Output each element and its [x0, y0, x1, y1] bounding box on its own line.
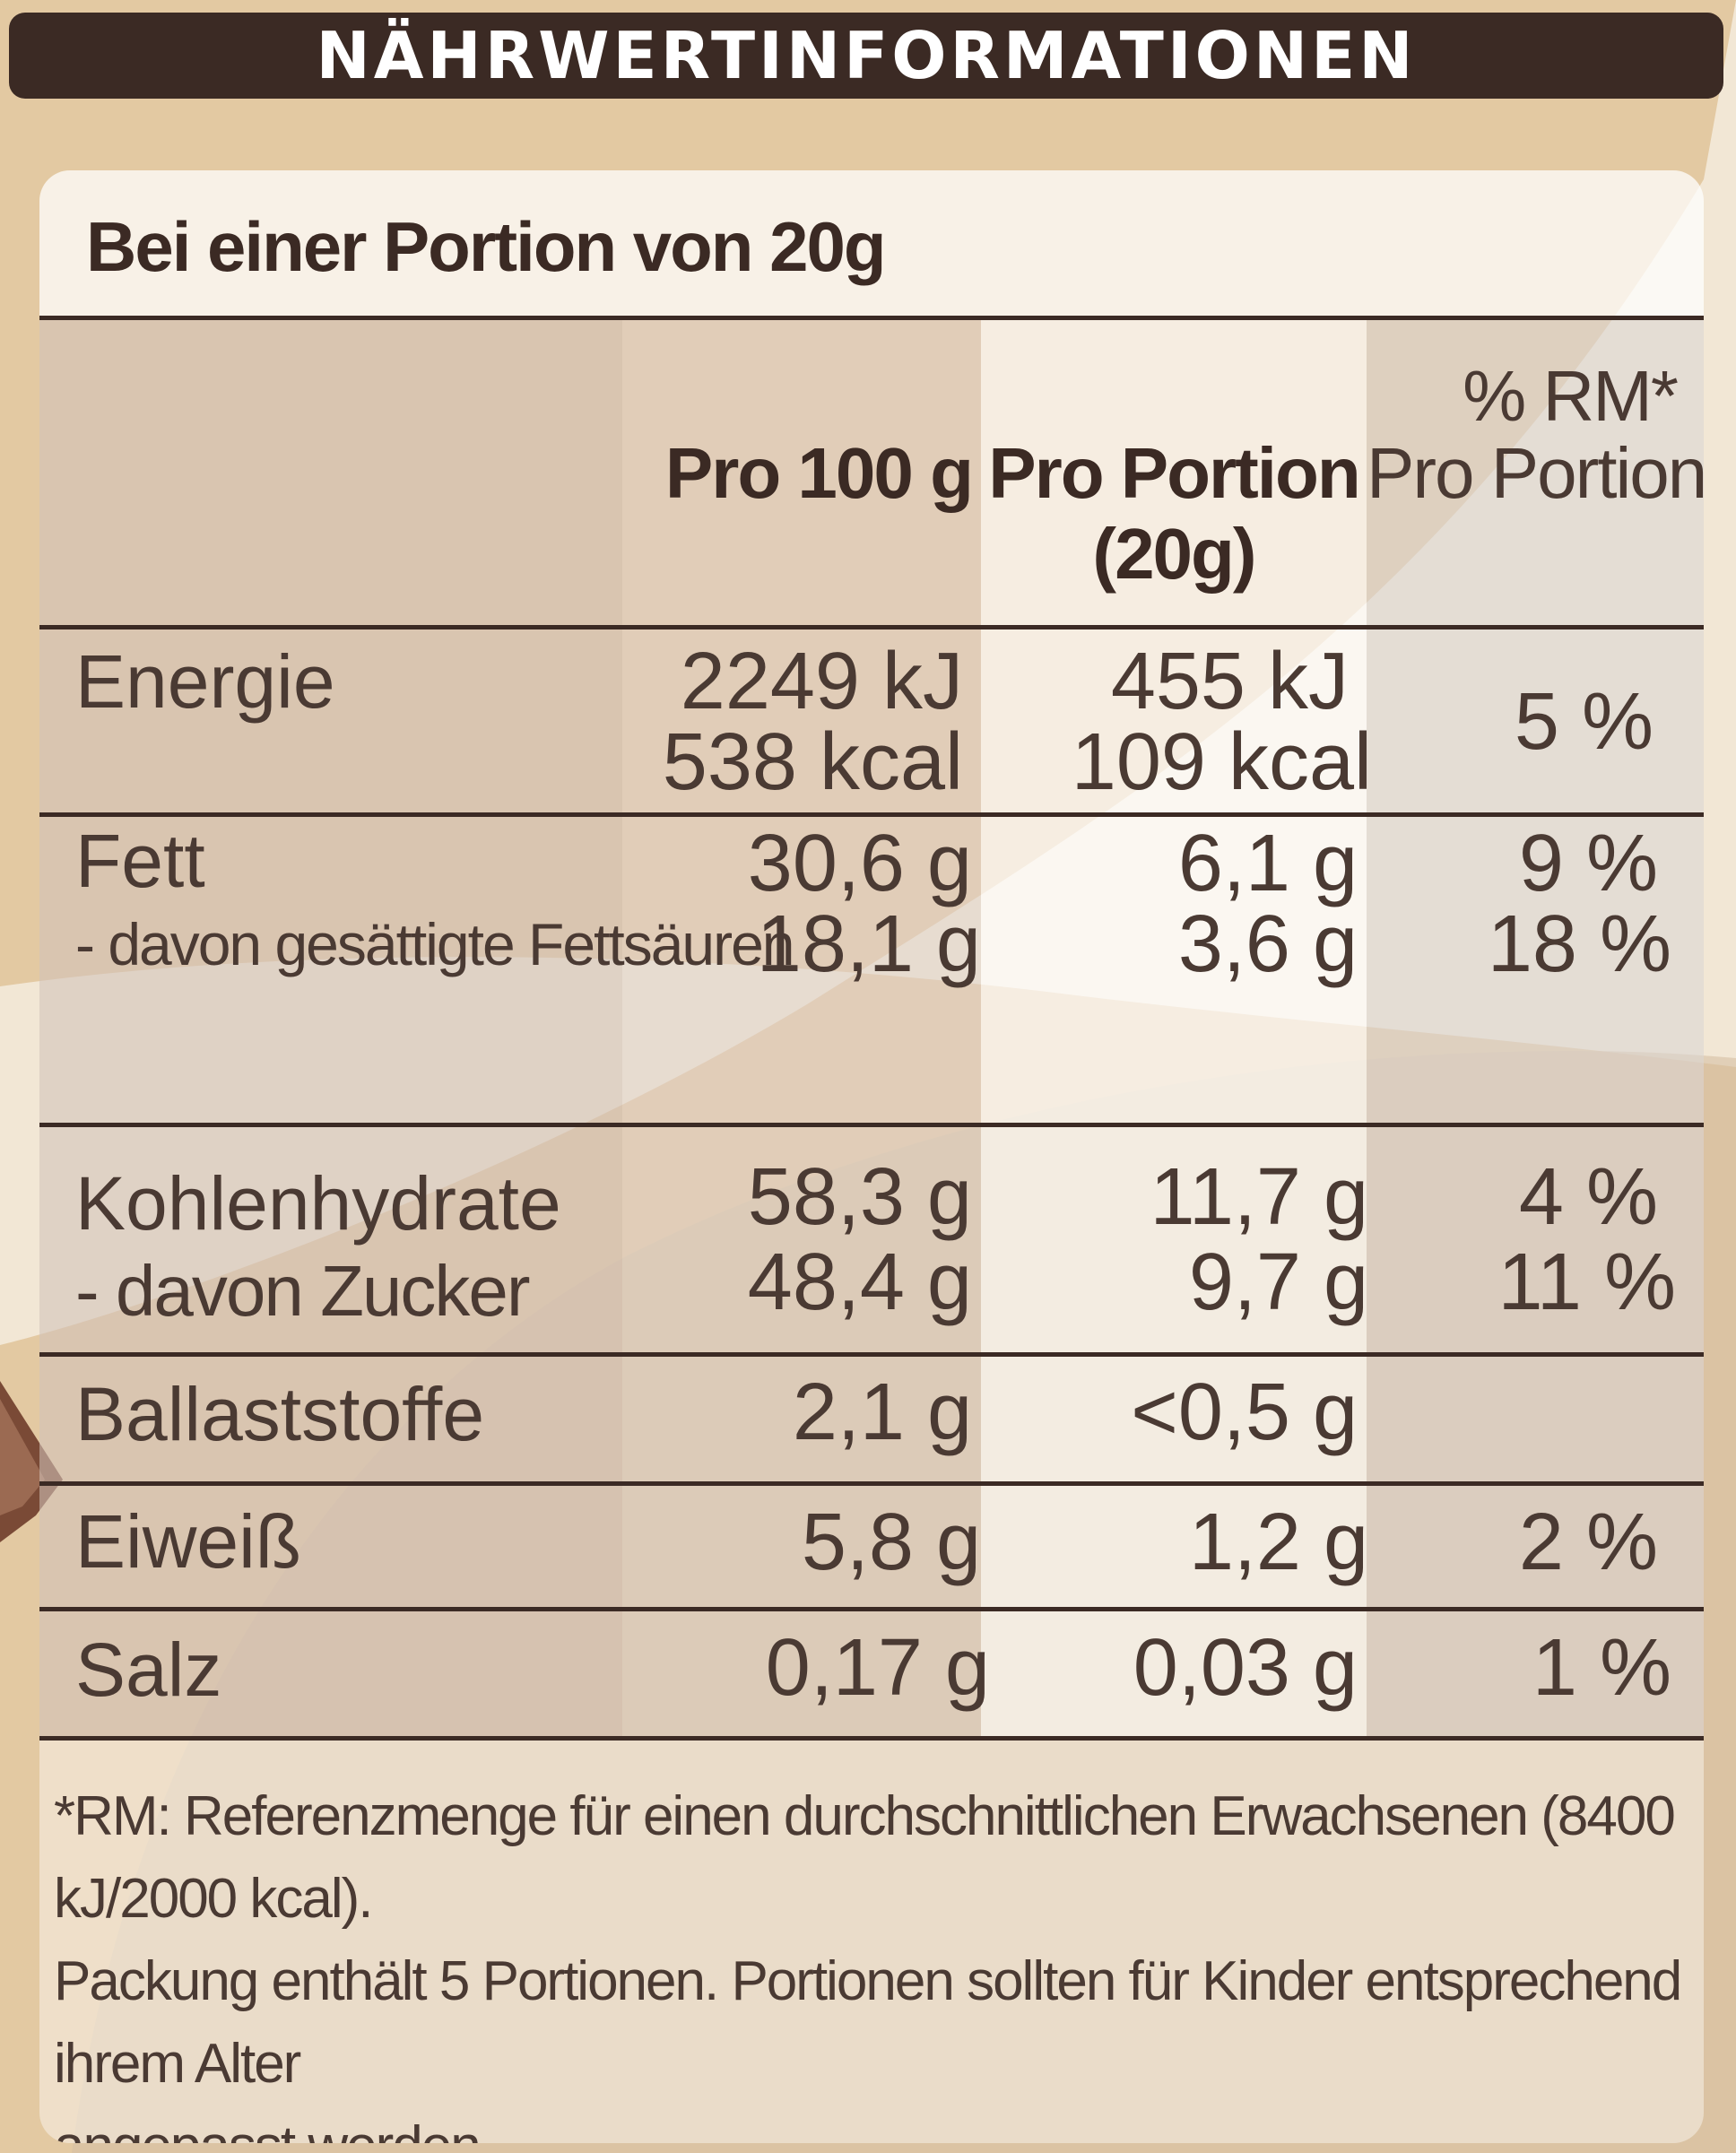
row-salz-rm: 1 %: [1532, 1623, 1671, 1713]
rule-header-bottom: [39, 625, 1704, 629]
rule-kohlenhydrate-bottom: [39, 1352, 1704, 1357]
row-fett-per100: 30,6 g: [747, 819, 972, 908]
row-zucker-per100: 48,4 g: [747, 1237, 972, 1327]
serving-banner: [39, 170, 1704, 317]
row-eiweiss-per100: 5,8 g: [801, 1498, 981, 1587]
col-header-rm-line1: % RM*: [1463, 356, 1679, 436]
per100-column-bg: [622, 317, 981, 1739]
chocolate-piece-decoration: [0, 1381, 63, 1542]
rule-fett-bottom: [39, 1123, 1704, 1127]
row-energie-per100-kcal: 538 kcal: [662, 717, 963, 807]
row-gesaettigte-rm: 18 %: [1487, 899, 1671, 989]
row-eiweiss-portion: 1,2 g: [1188, 1498, 1368, 1587]
row-ballaststoffe-per100: 2,1 g: [792, 1367, 972, 1457]
rule-salz-bottom: [39, 1736, 1704, 1741]
row-ballaststoffe-portion: <0,5 g: [1131, 1367, 1358, 1457]
label-column-bg: [39, 317, 622, 1739]
row-fett-label: Fett: [75, 819, 205, 903]
row-energie-portion-kcal: 109 kcal: [1071, 717, 1372, 807]
row-energie-label: Energie: [75, 639, 335, 724]
row-kohlenhydrate-portion: 11,7 g: [1150, 1152, 1368, 1242]
header-bar: NÄHRWERTINFORMATIONEN: [9, 13, 1723, 99]
rule-ballaststoffe-bottom: [39, 1481, 1704, 1486]
rule-energie-bottom: [39, 812, 1704, 817]
row-gesaettigte-per100: 18,1 g: [756, 899, 981, 989]
rule-eiweiss-bottom: [39, 1607, 1704, 1611]
serving-title: Bei einer Portion von 20g: [86, 207, 887, 286]
row-kohlenhydrate-rm: 4 %: [1518, 1152, 1658, 1242]
footnote: *RM: Referenzmenge für einen durchschnit…: [54, 1775, 1695, 2143]
row-eiweiss-rm: 2 %: [1518, 1498, 1658, 1587]
row-zucker-rm: 11 %: [1497, 1237, 1676, 1327]
nutrition-panel: Bei einer Portion von 20g Pro 100 g Pro …: [39, 170, 1704, 2143]
footnote-line-3: angepasst werden.: [54, 2105, 1695, 2143]
row-fett-rm: 9 %: [1518, 819, 1658, 908]
footnote-line-1: *RM: Referenzmenge für einen durchschnit…: [54, 1785, 1676, 1930]
col-header-portion-line2: (20g): [1092, 514, 1256, 594]
portion-column-bg: [981, 317, 1367, 1739]
row-zucker-portion: 9,7 g: [1188, 1237, 1368, 1327]
rule-top: [39, 316, 1704, 320]
row-gesaettigte-portion: 3,6 g: [1177, 899, 1358, 989]
row-energie-rm: 5 %: [1514, 677, 1654, 767]
row-salz-per100: 0,17 g: [765, 1623, 990, 1713]
row-salz-label: Salz: [75, 1628, 222, 1712]
row-kohlenhydrate-per100: 58,3 g: [747, 1152, 972, 1242]
col-header-per100: Pro 100 g: [664, 433, 974, 513]
col-header-portion-line1: Pro Portion: [988, 433, 1361, 513]
rm-column-bg: [1367, 317, 1704, 1739]
row-kohlenhydrate-label: Kohlenhydrate: [75, 1161, 561, 1246]
header-title: NÄHRWERTINFORMATIONEN: [316, 18, 1417, 93]
row-fett-portion: 6,1 g: [1177, 819, 1358, 908]
col-header-rm-line2: Pro Portion: [1367, 433, 1704, 513]
row-energie-portion-kj: 455 kJ: [1110, 637, 1349, 726]
row-zucker-label: - davon Zucker: [75, 1251, 531, 1331]
row-energie-per100-kj: 2249 kJ: [680, 637, 963, 726]
row-ballaststoffe-label: Ballaststoffe: [75, 1372, 485, 1456]
footnote-line-2: Packung enthält 5 Portionen. Portionen s…: [54, 1950, 1682, 2095]
row-salz-portion: 0,03 g: [1133, 1623, 1358, 1713]
row-gesaettigte-label: - davon gesättigte Fettsäuren: [75, 911, 795, 977]
row-eiweiss-label: Eiweiß: [75, 1499, 302, 1584]
